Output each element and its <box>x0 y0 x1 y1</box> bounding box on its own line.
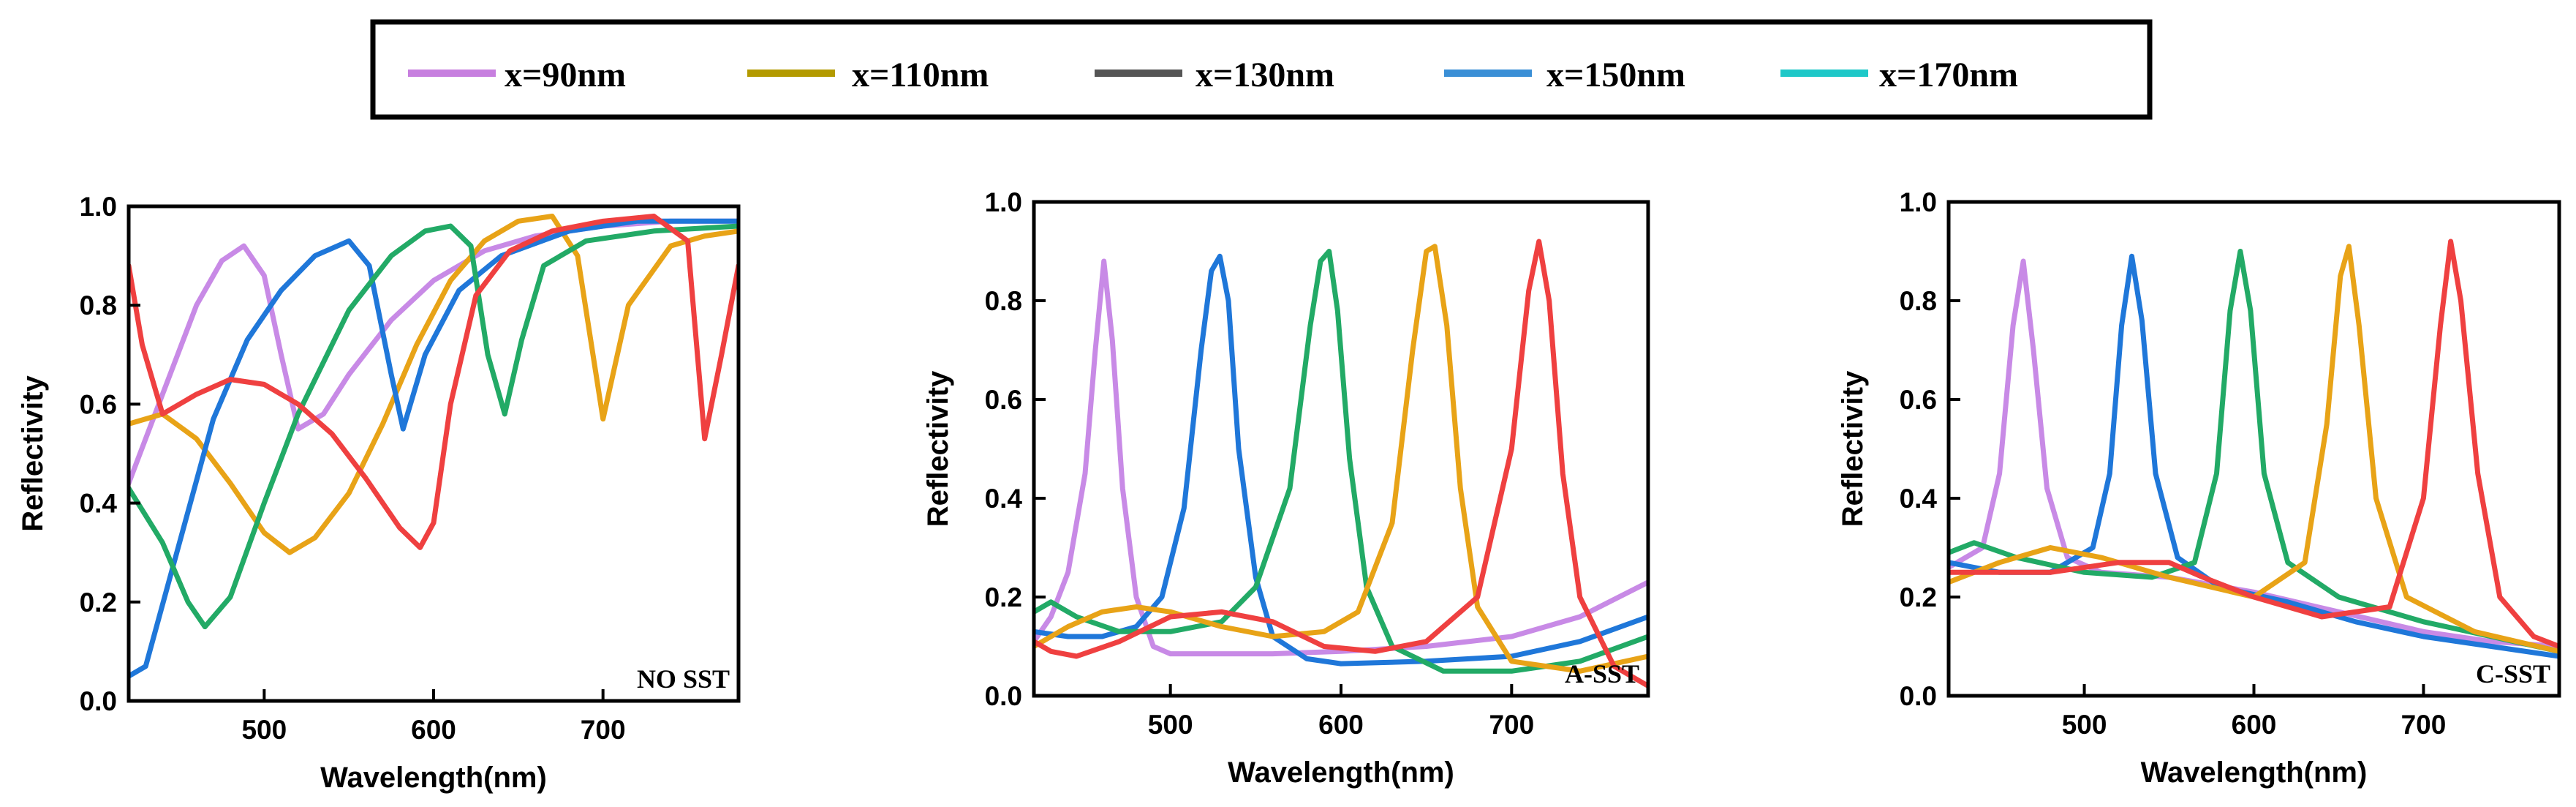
y-tick-label: 0.4 <box>985 484 1023 514</box>
y-tick-label: 0.6 <box>80 389 117 419</box>
y-axis-label: Reflectivity <box>1837 370 1869 527</box>
legend-item: x=90nm <box>408 56 626 94</box>
panel-annotation: A-SST <box>1565 659 1639 688</box>
x-tick-label: 500 <box>2062 710 2107 740</box>
y-tick-label: 0.0 <box>985 681 1022 711</box>
x-tick-label: 700 <box>2401 710 2447 740</box>
series-line-green <box>1034 249 1648 674</box>
series-line-blue <box>129 218 739 679</box>
legend-item: x=150nm <box>1444 56 1685 94</box>
panel-annotation: C-SST <box>2476 659 2550 688</box>
x-tick-label: 700 <box>1489 710 1534 740</box>
legend-label: x=130nm <box>1196 56 1334 94</box>
series-line-orange <box>1949 244 2559 654</box>
x-axis-label: Wavelength(nm) <box>1228 757 1454 789</box>
chart-panel-no-sst: 500 600 700 0.0 0.2 0.4 0.6 0.8 1.0 Wavelength(nm… <box>17 192 741 794</box>
series-line-red <box>1949 239 2559 649</box>
y-tick-label: 0.4 <box>80 489 118 519</box>
series-group <box>1034 239 1648 688</box>
y-tick-label: 0.6 <box>1900 385 1937 415</box>
y-tick-label: 1.0 <box>1900 187 1937 217</box>
series-line-blue <box>1034 253 1648 667</box>
series-line-red <box>1034 239 1648 688</box>
legend-label: x=170nm <box>1879 56 2018 94</box>
x-axis-label: Wavelength(nm) <box>320 762 547 794</box>
y-tick-label: 0.0 <box>80 686 117 716</box>
legend: x=90nm x=110nm x=130nm x=150nm x=170nm <box>370 19 2153 120</box>
plot-frame <box>1946 200 2561 698</box>
legend-item: x=110nm <box>747 56 989 94</box>
y-tick-label: 0.4 <box>1900 484 1938 514</box>
y-tick-label: 0.2 <box>80 588 117 618</box>
y-axis-label: Reflectivity <box>17 375 49 532</box>
y-tick-label: 0.2 <box>1900 582 1937 612</box>
series-line-purple <box>129 218 739 487</box>
panel-annotation: NO SST <box>637 664 730 694</box>
x-tick-label: 600 <box>2232 710 2277 740</box>
y-tick-label: 0.8 <box>985 286 1022 316</box>
y-tick-label: 1.0 <box>80 192 117 222</box>
x-tick-label: 600 <box>411 715 456 745</box>
y-tick-label: 0.8 <box>1900 286 1937 316</box>
y-axis-label: Reflectivity <box>922 370 954 527</box>
series-line-purple <box>1949 258 2559 649</box>
legend-label: x=110nm <box>852 56 989 94</box>
series-group <box>1949 239 2559 659</box>
series-line-blue <box>1949 253 2559 659</box>
x-tick-label: 700 <box>581 715 626 745</box>
legend-item: x=130nm <box>1095 56 1334 94</box>
x-tick-label: 500 <box>241 715 287 745</box>
series-group <box>129 214 739 679</box>
y-tick-label: 0.8 <box>80 290 117 320</box>
series-line-purple <box>1034 258 1648 657</box>
y-tick-label: 0.0 <box>1900 681 1937 711</box>
chart-panel-a-sst: 500 600 700 0.0 0.2 0.4 0.6 0.8 1.0 Wavelength(nm… <box>922 187 1650 789</box>
legend-item: x=170nm <box>1780 56 2018 94</box>
y-tick-label: 1.0 <box>985 187 1022 217</box>
chart-panel-c-sst: 500 600 700 0.0 0.2 0.4 0.6 0.8 1.0 Wavelength(nm… <box>1837 187 2561 789</box>
y-tick-label: 0.6 <box>985 385 1022 415</box>
series-line-orange <box>1034 244 1648 674</box>
series-line-orange <box>129 214 739 555</box>
legend-label: x=150nm <box>1546 56 1685 94</box>
x-tick-label: 500 <box>1148 710 1193 740</box>
series-line-red <box>129 214 739 550</box>
legend-label: x=90nm <box>505 56 626 94</box>
series-line-green <box>129 223 739 630</box>
x-tick-label: 600 <box>1318 710 1364 740</box>
x-axis-label: Wavelength(nm) <box>2141 757 2368 789</box>
y-tick-label: 0.2 <box>985 582 1022 612</box>
